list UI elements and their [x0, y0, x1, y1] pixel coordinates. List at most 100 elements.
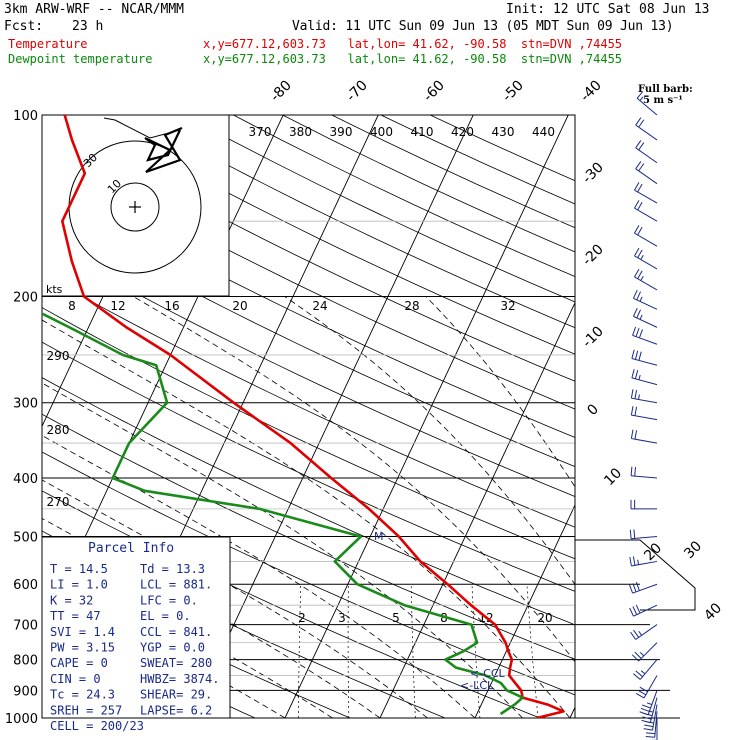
dry-adiabat-line [42, 177, 575, 438]
vapor-pressure-label: 24 [312, 299, 327, 313]
pressure-tick-label: 200 [13, 291, 38, 306]
wind-barb-flag [641, 719, 651, 724]
wind-barb-staff [631, 397, 658, 404]
parcel-info-row-right: SHEAR= 29. [140, 688, 212, 702]
series-layer: <-CCL<-LCL M [42, 115, 565, 718]
wind-barb-flag [632, 289, 638, 299]
isotherm-label: 0 [584, 401, 602, 419]
wind-barb-flag [634, 350, 639, 360]
wind-barb-staff [631, 560, 658, 567]
wind-barb-flag [639, 96, 644, 101]
wind-barb [629, 604, 658, 617]
wind-barb-flag [630, 429, 634, 439]
moist-adiabat-line [42, 551, 333, 718]
pressure-tick-label: 400 [13, 472, 38, 487]
wind-barb-flag [640, 707, 650, 712]
wind-barb-flag [638, 119, 645, 128]
wind-barb-flag [644, 724, 654, 728]
temperature-legend-label: Temperature [8, 37, 88, 51]
wind-barb-flag [629, 584, 634, 594]
parcel-info-row-right: LAPSE= 6.2 [140, 703, 212, 717]
wind-barb-flag [634, 247, 640, 257]
wind-barb [635, 117, 658, 141]
theta-label: 270 [47, 495, 70, 509]
dry-adiabat-line [184, 115, 575, 303]
dry-adiabat-line [42, 341, 575, 592]
wind-barb [634, 182, 658, 204]
wind-barb-flag [646, 732, 656, 735]
pressure-tick-label: 900 [13, 684, 38, 699]
wind-barb [630, 429, 658, 444]
parcel-info-title: Parcel Info [88, 541, 174, 556]
wind-barb-flag [634, 200, 640, 209]
wind-barb-flag [637, 226, 643, 236]
theta-e-label: 390 [330, 125, 353, 139]
dry-adiabat-line [42, 451, 575, 696]
level-marker: M [374, 530, 384, 543]
wind-barb-flag [639, 296, 643, 302]
vapor-pressure-label: 12 [110, 299, 125, 313]
wind-barb-flag [639, 652, 645, 657]
wind-barb-flag [637, 559, 640, 565]
wind-barb-flag [638, 163, 645, 172]
wind-barb [631, 369, 658, 386]
wind-barb-staff [633, 315, 658, 328]
wind-barb-staff [639, 659, 658, 680]
dry-adiabat-line [233, 115, 575, 278]
theta-label: 290 [47, 349, 70, 363]
wind-barb-flag [645, 735, 655, 738]
mixing-ratio-line [410, 584, 416, 718]
isotherm-label: -80 [267, 77, 294, 104]
wind-barb-staff [631, 535, 658, 540]
wind-barb-flag [635, 327, 640, 337]
parcel-info-row-left: TT = 47 [50, 609, 101, 623]
parcel-info-panel: Parcel Info T = 14.5 Td = 13.3 LI = 1.0 LCL … [41, 536, 231, 733]
mixing-ratio-line [298, 584, 302, 718]
mixing-ratio-label: 5 [392, 611, 400, 625]
wind-barb-flag [635, 581, 640, 591]
wind-barb [630, 624, 658, 640]
wind-barb-flag [634, 225, 640, 234]
wind-barb-flag [638, 394, 640, 400]
pressure-tick-label: 100 [13, 109, 38, 124]
isotherm-label: -20 [579, 241, 606, 268]
theta-e-label: 400 [370, 125, 393, 139]
wind-barb-flag [636, 291, 641, 301]
pressure-tick-label: 700 [13, 619, 38, 634]
wind-barb [631, 349, 658, 366]
wind-barb-flag [640, 275, 644, 281]
moist-adiabat-line [425, 296, 575, 488]
wind-barb-flag [634, 182, 640, 191]
wind-barb-staff [647, 690, 658, 716]
wind-barb-staff [633, 604, 658, 617]
dry-adiabat-line [42, 413, 575, 660]
fcst-value: 23 h [72, 19, 104, 34]
wind-barb-flag [630, 406, 634, 416]
wind-barb-flag [639, 711, 649, 716]
wind-barb-flag [636, 91, 644, 99]
wind-barb-flag [643, 728, 653, 731]
dewpoint-line [42, 312, 524, 716]
wind-barb-flag [633, 529, 636, 539]
wind-barb-flag [638, 351, 642, 361]
wind-barb-flag [636, 309, 641, 319]
hodograph-ring [110, 182, 160, 232]
pressure-tick-label: 500 [13, 530, 38, 545]
theta-e-label: 380 [289, 125, 312, 139]
pressure-tick-label: 800 [13, 654, 38, 669]
parcel-info-row-right: LCL = 881. [140, 578, 212, 592]
wind-barb [639, 690, 658, 716]
wind-barb-flag [635, 117, 642, 126]
theta-e-label: 370 [249, 125, 272, 139]
right-frame-edge [575, 539, 696, 611]
wind-barb [629, 529, 658, 540]
wind-barb-staff [634, 255, 658, 270]
wind-barb [635, 161, 658, 185]
wind-barb-flag [637, 689, 647, 696]
dry-adiabat-line [42, 307, 575, 560]
ccl-marker: <-CCL [470, 667, 506, 680]
parcel-info-row-left: K = 32 [50, 593, 93, 607]
parcel-info-row-right: EL = 0. [140, 609, 191, 623]
parcel-info-row-left: SREH = 257 [50, 703, 122, 717]
wind-barb-flag [631, 654, 639, 662]
